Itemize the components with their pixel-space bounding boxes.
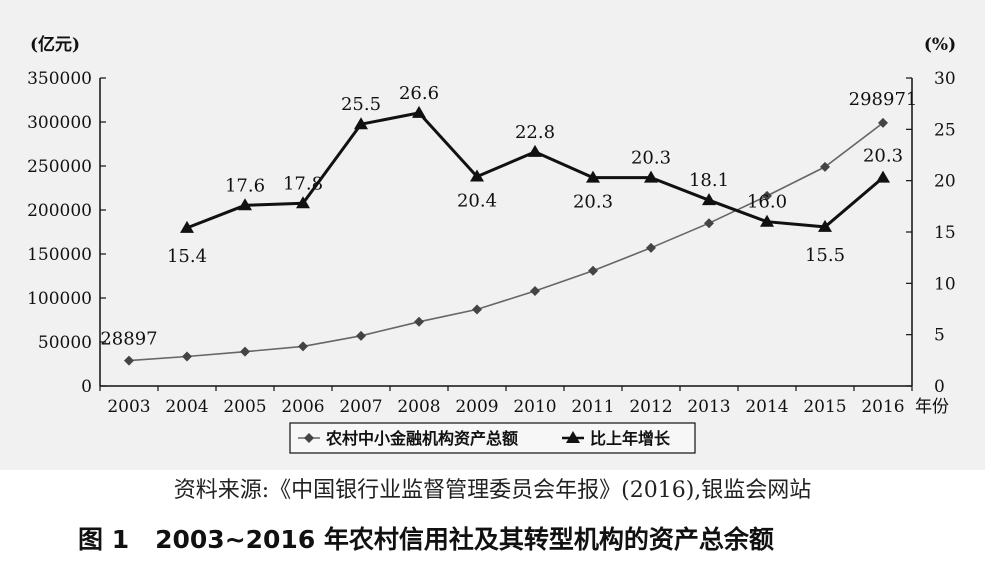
left-tick-label: 350000 xyxy=(27,69,92,89)
data-label: 17.8 xyxy=(283,173,323,194)
data-label: 20.3 xyxy=(863,146,903,167)
data-label: 15.4 xyxy=(167,246,207,267)
chart-svg: 0 50000 100000 150000 200000 250000 300000 3500… xyxy=(27,34,956,454)
legend-label-asset: 农村中小金融机构资产总额 xyxy=(325,429,518,448)
x-tick-label: 2010 xyxy=(513,397,556,417)
data-point-growth xyxy=(470,169,484,182)
data-point-asset xyxy=(588,265,598,276)
data-label: 28897 xyxy=(100,329,157,350)
x-tick-label: 2006 xyxy=(281,397,324,417)
x-tick-label: 2007 xyxy=(339,397,382,417)
right-tick-label: 30 xyxy=(934,69,956,89)
left-tick-label: 0 xyxy=(81,377,92,397)
data-point-asset xyxy=(414,316,424,327)
left-tick-label: 150000 xyxy=(27,245,92,265)
chart-area: 0 50000 100000 150000 200000 250000 300000 3500… xyxy=(0,0,985,470)
data-point-asset xyxy=(878,117,888,128)
right-tick-label: 5 xyxy=(934,326,945,346)
right-tick-label: 25 xyxy=(934,120,956,140)
legend-label-growth: 比上年增长 xyxy=(590,429,671,448)
data-point-asset xyxy=(182,351,192,362)
legend-marker-growth xyxy=(566,431,580,443)
left-tick-label: 50000 xyxy=(38,333,92,353)
data-point-growth xyxy=(644,170,658,183)
x-tick-label: 2005 xyxy=(223,397,266,417)
data-point-asset xyxy=(820,161,830,172)
data-point-growth xyxy=(586,170,600,183)
data-label: 20.4 xyxy=(457,191,497,212)
data-point-asset xyxy=(124,355,134,366)
figure-caption: 图 1 2003~2016 年农村信用社及其转型机构的资产总余额 xyxy=(78,520,774,556)
data-label: 17.6 xyxy=(225,175,265,196)
data-point-growth xyxy=(702,193,716,206)
data-point-asset xyxy=(704,218,714,229)
legend-box xyxy=(289,422,696,454)
x-tick-label: 2015 xyxy=(803,397,846,417)
x-tick-label: 2008 xyxy=(397,397,440,417)
right-tick-label: 10 xyxy=(934,274,956,294)
right-tick-label: 15 xyxy=(934,223,956,243)
data-label: 26.6 xyxy=(399,83,439,104)
data-label: 16.0 xyxy=(747,192,787,213)
data-label: 18.1 xyxy=(689,170,729,191)
left-tick-label: 300000 xyxy=(27,113,92,133)
data-point-growth xyxy=(238,198,252,211)
data-point-asset xyxy=(646,242,656,253)
data-point-asset xyxy=(240,346,250,357)
x-tick-label: 2016 xyxy=(861,397,904,417)
source-note: 资料来源:《中国银行业监督管理委员会年报》(2016),银监会网站 xyxy=(173,478,812,503)
data-point-growth xyxy=(296,196,310,209)
right-tick-label: 0 xyxy=(934,377,945,397)
left-axis-unit: (亿元) xyxy=(30,34,80,55)
series-line-1 xyxy=(128,122,884,362)
data-label: 298971 xyxy=(849,89,918,110)
data-point-growth xyxy=(354,117,368,130)
data-label: 22.8 xyxy=(515,122,555,143)
x-tick-label: 2012 xyxy=(629,397,672,417)
data-label: 20.3 xyxy=(573,192,613,213)
x-tick-label: 2014 xyxy=(745,397,788,417)
x-tick-label: 2011 xyxy=(571,397,614,417)
figure-title: 2003~2016 年农村信用社及其转型机构的资产总余额 xyxy=(155,525,774,554)
left-tick-label: 200000 xyxy=(27,201,92,221)
x-tick-label: 2003 xyxy=(107,397,150,417)
left-tick-label: 250000 xyxy=(27,157,92,177)
data-point-growth xyxy=(876,170,890,183)
x-axis-unit: 年份 xyxy=(915,397,949,417)
data-point-growth xyxy=(528,144,542,157)
figure-number: 图 1 xyxy=(78,525,130,554)
data-label: 15.5 xyxy=(805,245,845,266)
data-point-growth xyxy=(180,220,194,233)
x-tick-label: 2004 xyxy=(165,397,208,417)
data-label: 20.3 xyxy=(631,148,671,169)
data-point-asset xyxy=(762,190,772,201)
right-axis-unit: (%) xyxy=(924,35,956,55)
left-tick-label: 100000 xyxy=(27,289,92,309)
data-point-growth xyxy=(760,214,774,227)
data-point-asset xyxy=(472,304,482,315)
data-label: 25.5 xyxy=(341,94,381,115)
x-tick-label: 2013 xyxy=(687,397,730,417)
data-point-asset xyxy=(298,341,308,352)
data-point-growth xyxy=(412,105,426,118)
x-tick-label: 2009 xyxy=(455,397,498,417)
data-point-asset xyxy=(356,330,366,341)
right-tick-label: 20 xyxy=(934,172,956,192)
data-point-growth xyxy=(818,219,832,232)
data-point-asset xyxy=(530,285,540,296)
legend-marker-asset xyxy=(304,433,314,443)
